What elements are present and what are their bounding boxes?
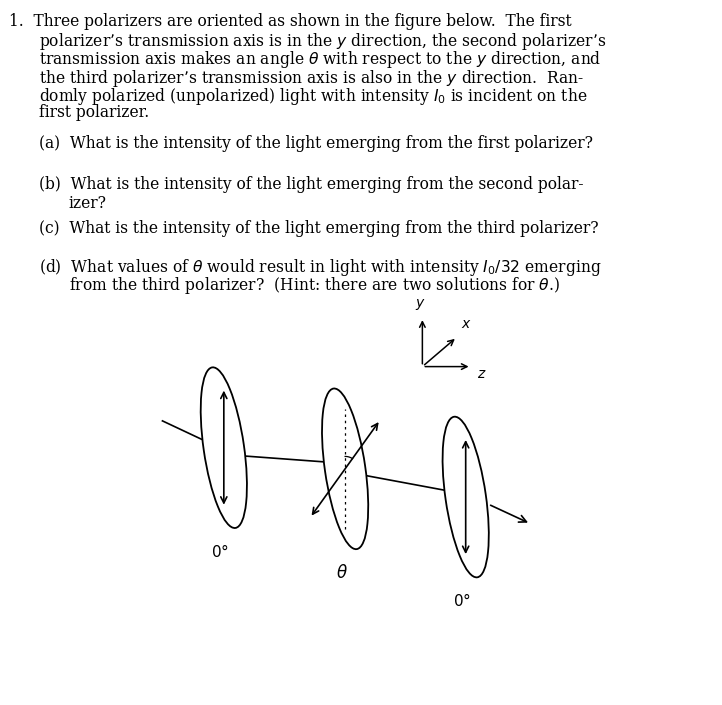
Text: (d)  What values of $\theta$ would result in light with intensity $I_0/32$ emerg: (d) What values of $\theta$ would result… (39, 257, 601, 278)
Text: $z$: $z$ (477, 367, 486, 381)
Text: the third polarizer’s transmission axis is also in the $y$ direction.  Ran-: the third polarizer’s transmission axis … (39, 68, 584, 89)
Text: (a)  What is the intensity of the light emerging from the first polarizer?: (a) What is the intensity of the light e… (39, 135, 593, 152)
Text: (c)  What is the intensity of the light emerging from the third polarizer?: (c) What is the intensity of the light e… (39, 220, 599, 237)
Text: 1.  Three polarizers are oriented as shown in the figure below.  The first: 1. Three polarizers are oriented as show… (9, 13, 571, 30)
Text: from the third polarizer?  (Hint: there are two solutions for $\theta$.): from the third polarizer? (Hint: there a… (69, 275, 560, 296)
Text: (b)  What is the intensity of the light emerging from the second polar-: (b) What is the intensity of the light e… (39, 176, 583, 193)
Text: domly polarized (unpolarized) light with intensity $I_0$ is incident on the: domly polarized (unpolarized) light with… (39, 86, 588, 107)
Text: $0°$: $0°$ (453, 592, 471, 609)
Text: $y$: $y$ (415, 297, 425, 312)
Text: first polarizer.: first polarizer. (39, 104, 149, 121)
Text: $0°$: $0°$ (212, 543, 229, 560)
Text: $\theta$: $\theta$ (336, 564, 347, 582)
Text: izer?: izer? (69, 195, 107, 212)
Text: $x$: $x$ (461, 317, 472, 331)
Text: transmission axis makes an angle $\theta$ with respect to the $y$ direction, and: transmission axis makes an angle $\theta… (39, 49, 601, 70)
Text: polarizer’s transmission axis is in the $y$ direction, the second polarizer’s: polarizer’s transmission axis is in the … (39, 31, 606, 52)
